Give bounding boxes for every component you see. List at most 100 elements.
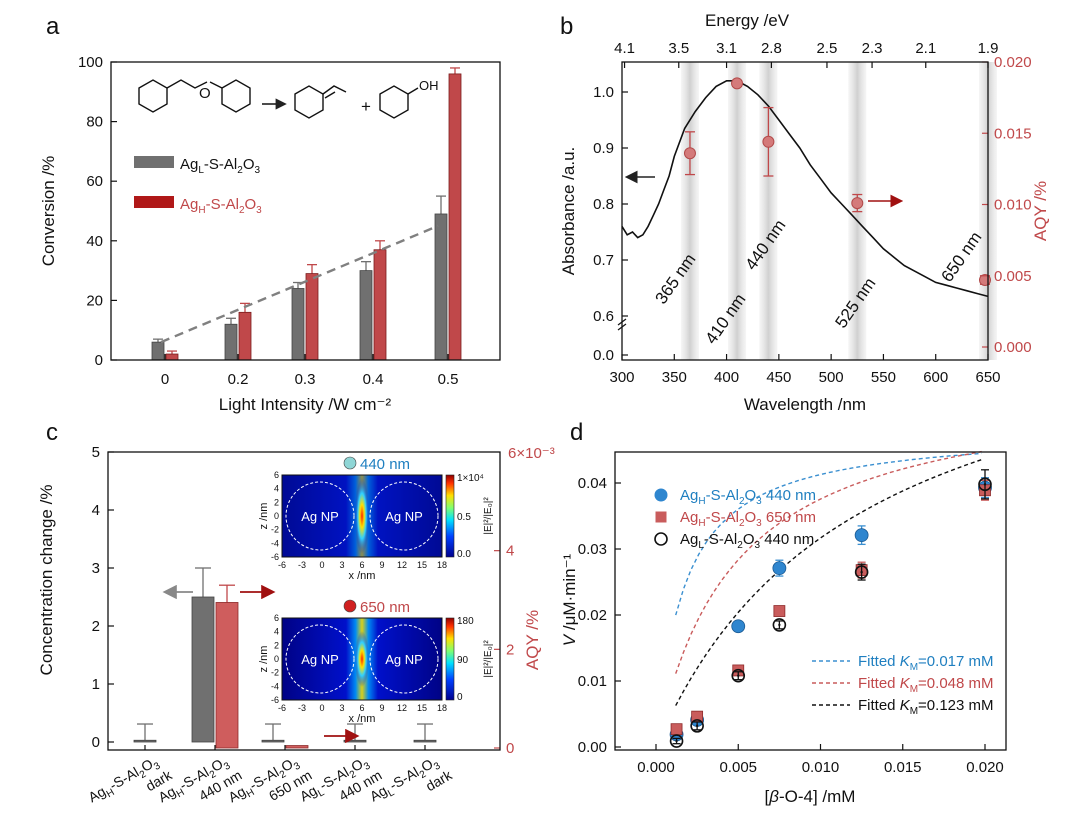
inset-np-label: Ag NP	[301, 509, 339, 524]
d-point-agh-440	[854, 528, 869, 543]
d-ytick-label: 0.00	[578, 739, 607, 756]
inset-x-label: x /nm	[349, 713, 376, 725]
panel-c-insets: Ag NP Ag NP 440 nm -6 -3 0 3 6 9 12 15 18 6 4 2 0 -2 -4 -6…	[258, 456, 494, 725]
d-point-agh-650	[670, 723, 683, 736]
c-y2tick-label: 0	[506, 740, 514, 757]
c-bar-conc	[133, 739, 157, 743]
a-bar-agl	[291, 288, 305, 361]
band-label-650: 650 nm	[937, 228, 985, 285]
light-bulb-icon	[343, 456, 357, 470]
d-point-agl-440-dot	[675, 739, 678, 743]
d-fit-legend-label: Fitted KM=0.123 mM	[858, 697, 994, 717]
b-xtick-label: 550	[871, 369, 896, 386]
legend-swatch-agl	[134, 156, 174, 168]
b-xtick-label: 450	[766, 369, 791, 386]
inset-np-label: Ag NP	[385, 509, 423, 524]
light-bulb-icon	[343, 599, 357, 613]
inset-np-right	[369, 481, 439, 551]
band-440	[759, 62, 778, 360]
inset-cbar-bot: 0.0	[457, 549, 471, 560]
inset-hotspot	[355, 631, 369, 687]
panel-c-right-exponent: 6×10⁻³	[508, 445, 555, 462]
a-ytick-label: 80	[86, 114, 103, 131]
panel-c-y-label: Concentration change /%	[37, 485, 56, 676]
b-xtick-label: 350	[662, 369, 687, 386]
axis-break-2	[617, 323, 627, 331]
a-ytick-label: 20	[86, 292, 103, 309]
inset-cbar-bot: 0	[457, 692, 463, 703]
inset-ytick-label: 4	[274, 484, 279, 494]
inset-ytick-label: 6	[274, 613, 279, 623]
a-trend-line	[160, 224, 439, 344]
d-ytick-label: 0.02	[578, 607, 607, 624]
d-legend-label: AgH-S-Al2O3 650 nm	[680, 509, 816, 529]
panel-a-letter: a	[46, 13, 60, 40]
d-fit-curve	[675, 458, 982, 706]
d-point-agl-440-dot	[695, 724, 699, 728]
b-toptick-label: 4.1	[614, 40, 635, 57]
panel-a-frame	[110, 61, 501, 361]
c-ytick-label: 3	[92, 560, 100, 577]
d-legend-marker-1	[655, 511, 667, 523]
inset-title: 650 nm	[360, 599, 410, 616]
d-legend-label: AgH-S-Al2O3 440 nm	[680, 487, 816, 507]
d-point-agh-650	[773, 605, 786, 617]
c-ytick-label: 2	[92, 618, 100, 635]
c-ytick-label: 4	[92, 502, 100, 519]
d-ytick-label: 0.01	[578, 673, 607, 690]
a-xtick-label: 0.3	[295, 371, 316, 388]
aqy-point	[731, 77, 744, 90]
band-410	[728, 62, 747, 360]
inset-cbar-mid: 0.5	[457, 512, 471, 523]
panel-d: d 0.000 0.005 0.010 0.015 0.0200.000.010.020…	[560, 419, 1007, 806]
inset-colorbar	[445, 474, 455, 558]
inset-np-label: Ag NP	[385, 652, 423, 667]
c-ytick-label: 0	[92, 734, 100, 751]
inset-hotspot	[355, 478, 369, 554]
panel-d-letter: d	[570, 419, 583, 446]
panel-d-x-label: [β-O-4] /mM	[765, 787, 856, 806]
panel-b-frame	[621, 61, 989, 361]
c-bar-aqy	[285, 745, 309, 749]
panel-a-y-label: Conversion /%	[39, 156, 58, 267]
inset-x-label: x /nm	[349, 570, 376, 582]
b-ytick-label: 0.8	[593, 196, 614, 213]
d-point-agl-440-dot	[983, 483, 987, 486]
b-y2tick-label: 0.010	[994, 197, 1032, 214]
panel-c-frame	[107, 451, 501, 751]
inset-xtick-label: -6	[278, 560, 286, 570]
inset-ytick-label: -2	[271, 668, 279, 678]
panel-b-ticks: 300 350 400 450 500 550 600 650 4.1 3.5 3.1 2.8 2.5 2…	[593, 40, 1031, 386]
inset-xtick-label: 0	[319, 703, 324, 713]
panel-d-fit-curves	[675, 450, 982, 706]
aqy-point	[762, 135, 775, 148]
inset-colorbar	[445, 617, 455, 701]
inset-xtick-label: 3	[339, 703, 344, 713]
panel-b-y2-label: AQY /%	[1031, 181, 1050, 241]
inset-cbar-top: 1×10⁴	[457, 473, 484, 484]
panel-c-y2-label: AQY /%	[523, 610, 542, 670]
panel-a-x-ticks: 0 0.2 0.3 0.4 0.5	[161, 354, 458, 388]
panel-a: a 0 20 40 60 80 100 0 0.2 0.3 0.4 0.5 Conversion …	[39, 13, 501, 414]
c-y2tick-label: 2	[506, 641, 514, 658]
b-xtick-label: 650	[975, 369, 1000, 386]
inset-ytick-label: 0	[274, 511, 279, 521]
b-y2tick-label: 0.015	[994, 125, 1032, 142]
a-bar-agh	[373, 249, 387, 361]
d-point-agl-440-dot	[860, 570, 863, 574]
d-ytick-label: 0.04	[578, 475, 607, 492]
a-ytick-label: 40	[86, 233, 103, 250]
inset-ytick-label: -2	[271, 525, 279, 535]
inset-title: 440 nm	[360, 456, 410, 473]
a-bar-agl	[359, 270, 373, 361]
c-bar-aqy	[215, 602, 239, 749]
d-point-agh-440	[772, 561, 787, 576]
panel-b-top-label: Energy /eV	[705, 11, 790, 30]
b-toptick-label: 1.9	[978, 40, 999, 57]
b-toptick-label: 3.5	[668, 40, 689, 57]
d-xtick-label: 0.010	[802, 759, 840, 776]
a-bar-agl	[151, 341, 165, 361]
